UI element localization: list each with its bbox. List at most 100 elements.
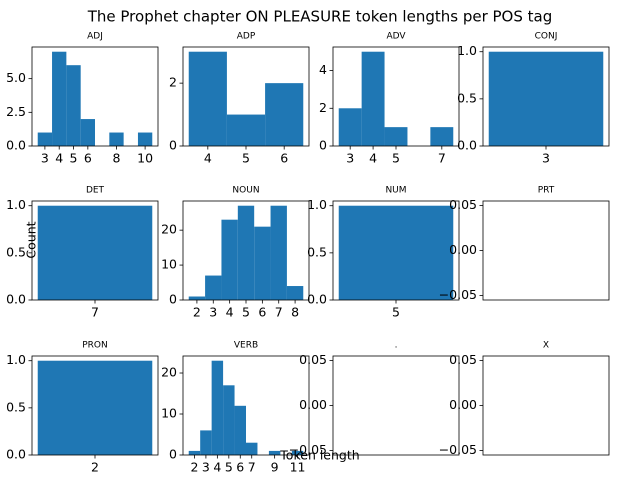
y-tick-label: 5.0 (6, 70, 26, 85)
x-tick-label: 3 (346, 151, 354, 166)
y-tick-label: 0.5 (6, 244, 26, 259)
bar (66, 65, 81, 146)
x-tick-label: 5 (242, 305, 250, 320)
bar (268, 450, 281, 455)
y-tick-label: 1.0 (457, 43, 477, 58)
bar (338, 205, 454, 300)
bar (246, 442, 258, 455)
x-tick-label: 5 (70, 151, 78, 166)
x-tick-label: 10 (137, 151, 153, 166)
y-tick-label: 0.0 (6, 292, 26, 307)
y-tick-label: 0 (169, 447, 177, 462)
bar (188, 450, 201, 455)
bar (37, 360, 153, 455)
subplot-title: . (395, 341, 398, 351)
axes-frame (182, 355, 310, 456)
bar (270, 205, 287, 300)
bar (211, 360, 224, 455)
x-tick-label: 9 (271, 460, 279, 475)
y-tick-label: 0.05 (449, 352, 477, 367)
y-tick-label: −0.05 (439, 287, 477, 302)
subplot-title: CONJ (535, 32, 558, 42)
bar (237, 205, 255, 300)
axes-frame (482, 200, 610, 301)
y-tick-label: 10 (161, 257, 177, 272)
subplot-title: VERB (234, 341, 258, 351)
y-tick-label: 0 (169, 292, 177, 307)
bar (265, 83, 304, 146)
bar (52, 51, 67, 146)
bar (286, 286, 304, 300)
bar (430, 127, 454, 146)
x-tick-label: 3 (542, 151, 550, 166)
bar (226, 114, 266, 146)
y-tick-label: 0.0 (457, 138, 477, 153)
figure-title: The Prophet chapter ON PLEASURE token le… (87, 8, 553, 26)
x-tick-label: 7 (438, 151, 446, 166)
bar (188, 51, 227, 146)
y-tick-label: 0.00 (449, 242, 477, 257)
x-tick-label: 7 (248, 460, 256, 475)
y-tick-label: 0.5 (307, 244, 327, 259)
y-tick-label: 0.0 (307, 292, 327, 307)
x-tick-label: 5 (392, 151, 400, 166)
bar (37, 132, 53, 146)
y-tick-label: 0.0 (6, 447, 26, 462)
x-tick-label: 7 (91, 305, 99, 320)
x-tick-label: 2 (91, 460, 99, 475)
y-tick-label: 2.5 (6, 104, 26, 119)
bar (200, 430, 212, 455)
y-tick-label: 1.0 (6, 197, 26, 212)
x-tick-label: 6 (236, 460, 244, 475)
x-tick-label: 4 (204, 151, 212, 166)
x-tick-label: 4 (213, 460, 221, 475)
bar (188, 296, 206, 300)
bar (205, 275, 222, 300)
bar (80, 119, 95, 146)
subplot-title: ADP (237, 32, 256, 42)
axes-frame (31, 46, 159, 147)
y-tick-label: 2 (319, 100, 327, 115)
bar (488, 51, 604, 146)
subplot-title: PRON (82, 341, 108, 351)
x-tick-label: 2 (193, 305, 201, 320)
bar (338, 108, 362, 146)
bar (137, 132, 153, 146)
x-tick-label: 4 (226, 305, 234, 320)
bar (221, 219, 238, 300)
x-tick-label: 4 (55, 151, 63, 166)
y-tick-label: 0.05 (299, 352, 327, 367)
y-tick-label: 0.0 (6, 138, 26, 153)
subplot-title: NUM (385, 186, 406, 196)
y-tick-label: 0.00 (299, 397, 327, 412)
axes-frame (332, 355, 460, 456)
subplot-title: DET (86, 186, 105, 196)
y-tick-label: 20 (161, 365, 177, 380)
x-tick-label: 7 (275, 305, 283, 320)
bar (254, 226, 271, 300)
x-tick-label: 3 (41, 151, 49, 166)
x-tick-label: 3 (202, 460, 210, 475)
x-tick-label: 8 (113, 151, 121, 166)
y-tick-label: 20 (161, 222, 177, 237)
y-axis-label: Count (24, 221, 39, 258)
y-tick-label: 0.5 (457, 90, 477, 105)
bar (234, 405, 246, 455)
subplot-title: ADV (386, 32, 406, 42)
x-tick-label: 5 (242, 151, 250, 166)
y-tick-label: 0.00 (449, 397, 477, 412)
x-tick-label: 3 (209, 305, 217, 320)
x-tick-label: 5 (225, 460, 233, 475)
bar (223, 385, 235, 455)
x-tick-label: 8 (291, 305, 299, 320)
y-tick-label: 0.05 (449, 197, 477, 212)
y-tick-label: 2 (169, 75, 177, 90)
x-tick-label: 2 (190, 460, 198, 475)
x-tick-label: 6 (84, 151, 92, 166)
y-tick-label: 4 (319, 62, 327, 77)
subplot-title: X (543, 341, 549, 351)
y-tick-label: 0 (169, 138, 177, 153)
y-tick-label: 1.0 (307, 197, 327, 212)
x-axis-label: Token length (279, 448, 359, 463)
subplot-title: ADJ (87, 32, 103, 42)
